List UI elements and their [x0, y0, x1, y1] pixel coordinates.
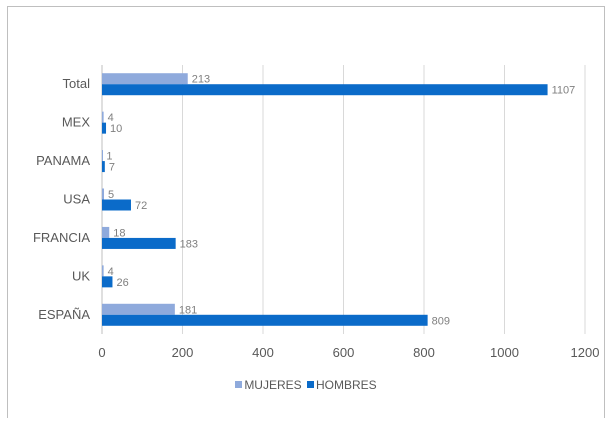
data-label: 1107 — [552, 85, 576, 97]
data-label: 26 — [116, 277, 128, 289]
x-tick-label: 1000 — [490, 345, 519, 360]
data-label: 181 — [179, 304, 197, 316]
legend-label-mujeres: MUJERES — [244, 377, 302, 392]
x-tick-label: 400 — [252, 345, 274, 360]
y-tick-label: FRANCIA — [33, 230, 90, 245]
y-tick-label: UK — [72, 268, 90, 283]
data-label: 213 — [192, 74, 210, 86]
legend-swatch-mujeres — [235, 381, 243, 388]
legend-label-hombres: HOMBRES — [316, 377, 377, 392]
data-label: 7 — [109, 162, 115, 174]
data-label: 10 — [110, 123, 122, 135]
x-tick-label: 600 — [333, 345, 355, 360]
bar-hombres — [102, 161, 105, 173]
data-label: 809 — [432, 315, 450, 327]
y-tick-label: MEX — [62, 115, 91, 130]
bar-hombres — [102, 199, 131, 211]
x-tick-label: 1200 — [571, 345, 600, 360]
data-label: 18 — [113, 227, 125, 239]
x-tick-label: 200 — [172, 345, 194, 360]
data-label: 1 — [106, 151, 112, 163]
data-label: 72 — [135, 200, 147, 212]
bar-mujeres — [102, 265, 104, 277]
bar-hombres — [102, 276, 113, 288]
bar-mujeres — [102, 226, 110, 238]
data-label: 4 — [108, 112, 114, 124]
data-label: 5 — [108, 189, 114, 201]
bar-mujeres — [102, 150, 103, 162]
y-tick-label: PANAMA — [36, 153, 90, 168]
legend: MUJERES HOMBRES — [0, 377, 612, 392]
bar-hombres — [102, 237, 176, 249]
bar-mujeres — [102, 111, 104, 123]
y-tick-label: ESPAÑA — [38, 307, 90, 322]
bar-hombres — [102, 84, 548, 96]
data-label: 183 — [180, 238, 198, 250]
legend-swatch-hombres — [307, 381, 314, 388]
bar-hombres — [102, 122, 107, 134]
x-tick-label: 0 — [98, 345, 105, 360]
bar-mujeres — [102, 188, 105, 200]
legend-item-mujeres: MUJERES — [235, 377, 302, 392]
data-label: 4 — [108, 266, 114, 278]
bar-hombres — [102, 314, 428, 326]
bar-mujeres — [102, 303, 175, 315]
bar-mujeres — [102, 73, 188, 85]
y-tick-label: Total — [63, 76, 91, 91]
y-tick-label: USA — [63, 192, 90, 207]
legend-item-hombres: HOMBRES — [307, 378, 377, 392]
chart-frame — [7, 6, 605, 418]
x-tick-label: 800 — [413, 345, 435, 360]
